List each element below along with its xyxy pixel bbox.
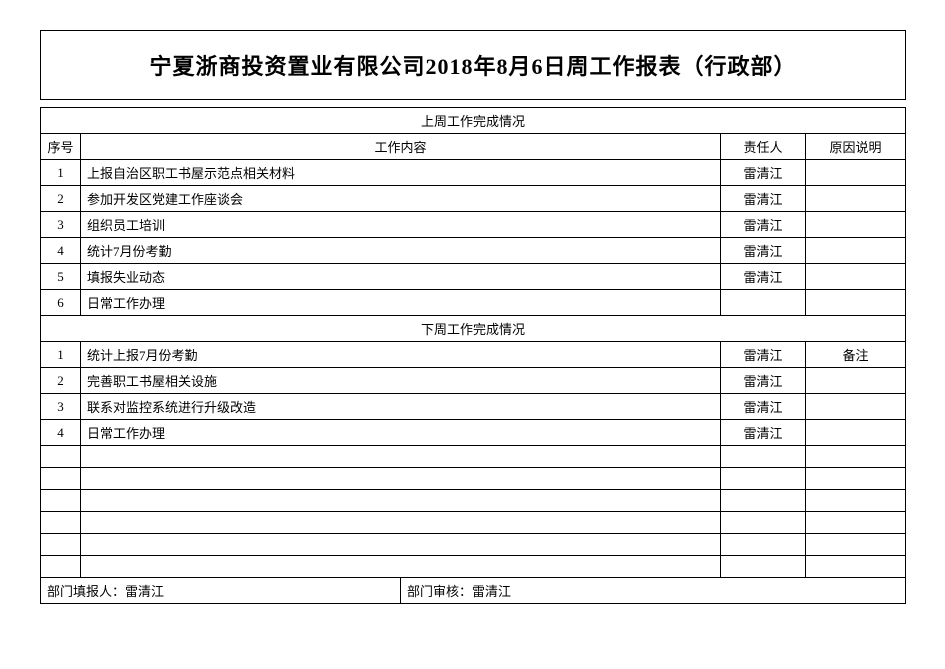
seq-cell: 1 (41, 342, 81, 368)
seq-cell: 4 (41, 420, 81, 446)
table-row (41, 446, 906, 468)
content-cell: 统计7月份考勤 (81, 238, 721, 264)
reviewer-label: 部门审核： (407, 584, 472, 599)
seq-cell: 4 (41, 238, 81, 264)
col-seq: 序号 (41, 134, 81, 160)
person-cell: 雷清江 (721, 160, 806, 186)
reporter-name: 雷清江 (125, 584, 164, 599)
person-cell: 雷清江 (721, 238, 806, 264)
seq-cell: 2 (41, 368, 81, 394)
seq-cell (41, 534, 81, 556)
table-row: 2 参加开发区党建工作座谈会 雷清江 (41, 186, 906, 212)
person-cell: 雷清江 (721, 264, 806, 290)
content-cell: 组织员工培训 (81, 212, 721, 238)
content-cell: 填报失业动态 (81, 264, 721, 290)
content-cell: 完善职工书屋相关设施 (81, 368, 721, 394)
spacer (41, 100, 906, 108)
content-cell (81, 490, 721, 512)
reason-cell (806, 238, 906, 264)
reason-cell (806, 490, 906, 512)
table-row: 6 日常工作办理 (41, 290, 906, 316)
reason-cell (806, 212, 906, 238)
reason-cell (806, 368, 906, 394)
table-row (41, 468, 906, 490)
content-cell: 日常工作办理 (81, 420, 721, 446)
content-cell: 统计上报7月份考勤 (81, 342, 721, 368)
seq-cell (41, 468, 81, 490)
table-row: 2 完善职工书屋相关设施 雷清江 (41, 368, 906, 394)
section-next-week-header: 下周工作完成情况 (41, 316, 906, 342)
content-cell: 联系对监控系统进行升级改造 (81, 394, 721, 420)
person-cell: 雷清江 (721, 186, 806, 212)
content-cell: 参加开发区党建工作座谈会 (81, 186, 721, 212)
table-row: 4 统计7月份考勤 雷清江 (41, 238, 906, 264)
content-cell (81, 468, 721, 490)
table-row: 5 填报失业动态 雷清江 (41, 264, 906, 290)
person-cell: 雷清江 (721, 342, 806, 368)
seq-cell (41, 512, 81, 534)
person-cell (721, 512, 806, 534)
footer-reviewer: 部门审核：雷清江 (401, 578, 906, 604)
person-cell: 雷清江 (721, 394, 806, 420)
content-cell: 上报自治区职工书屋示范点相关材料 (81, 160, 721, 186)
person-cell (721, 290, 806, 316)
reporter-label: 部门填报人： (47, 584, 125, 599)
seq-cell: 3 (41, 212, 81, 238)
person-cell: 雷清江 (721, 212, 806, 238)
reason-cell (806, 446, 906, 468)
reason-cell (806, 186, 906, 212)
seq-cell (41, 446, 81, 468)
seq-cell (41, 556, 81, 578)
person-cell (721, 468, 806, 490)
content-cell (81, 446, 721, 468)
person-cell: 雷清江 (721, 420, 806, 446)
person-cell (721, 534, 806, 556)
seq-cell (41, 490, 81, 512)
content-cell (81, 512, 721, 534)
content-cell: 日常工作办理 (81, 290, 721, 316)
col-content: 工作内容 (81, 134, 721, 160)
seq-cell: 6 (41, 290, 81, 316)
person-cell (721, 556, 806, 578)
weekly-report: 宁夏浙商投资置业有限公司2018年8月6日周工作报表（行政部） 上周工作完成情况… (40, 30, 905, 604)
reason-cell (806, 534, 906, 556)
footer-reporter: 部门填报人：雷清江 (41, 578, 401, 604)
table-row: 3 组织员工培训 雷清江 (41, 212, 906, 238)
reason-cell (806, 264, 906, 290)
reason-cell (806, 160, 906, 186)
seq-cell: 5 (41, 264, 81, 290)
content-cell (81, 534, 721, 556)
person-cell (721, 446, 806, 468)
person-cell (721, 490, 806, 512)
reason-cell (806, 556, 906, 578)
content-cell (81, 556, 721, 578)
column-header-row: 序号 工作内容 责任人 原因说明 (41, 134, 906, 160)
col-reason: 原因说明 (806, 134, 906, 160)
table-row (41, 534, 906, 556)
seq-cell: 2 (41, 186, 81, 212)
reason-cell (806, 468, 906, 490)
reviewer-name: 雷清江 (472, 584, 511, 599)
table-row (41, 490, 906, 512)
reason-cell (806, 512, 906, 534)
table-row (41, 556, 906, 578)
table-row (41, 512, 906, 534)
report-title: 宁夏浙商投资置业有限公司2018年8月6日周工作报表（行政部） (41, 31, 906, 100)
section-last-week-header: 上周工作完成情况 (41, 108, 906, 134)
table-row: 3 联系对监控系统进行升级改造 雷清江 (41, 394, 906, 420)
seq-cell: 1 (41, 160, 81, 186)
col-person: 责任人 (721, 134, 806, 160)
reason-cell (806, 420, 906, 446)
table-row: 4 日常工作办理 雷清江 (41, 420, 906, 446)
seq-cell: 3 (41, 394, 81, 420)
footer-row: 部门填报人：雷清江 部门审核：雷清江 (41, 578, 906, 604)
person-cell: 雷清江 (721, 368, 806, 394)
table-row: 1 上报自治区职工书屋示范点相关材料 雷清江 (41, 160, 906, 186)
report-table: 宁夏浙商投资置业有限公司2018年8月6日周工作报表（行政部） 上周工作完成情况… (40, 30, 906, 604)
reason-cell (806, 394, 906, 420)
table-row: 1 统计上报7月份考勤 雷清江 备注 (41, 342, 906, 368)
reason-cell: 备注 (806, 342, 906, 368)
reason-cell (806, 290, 906, 316)
